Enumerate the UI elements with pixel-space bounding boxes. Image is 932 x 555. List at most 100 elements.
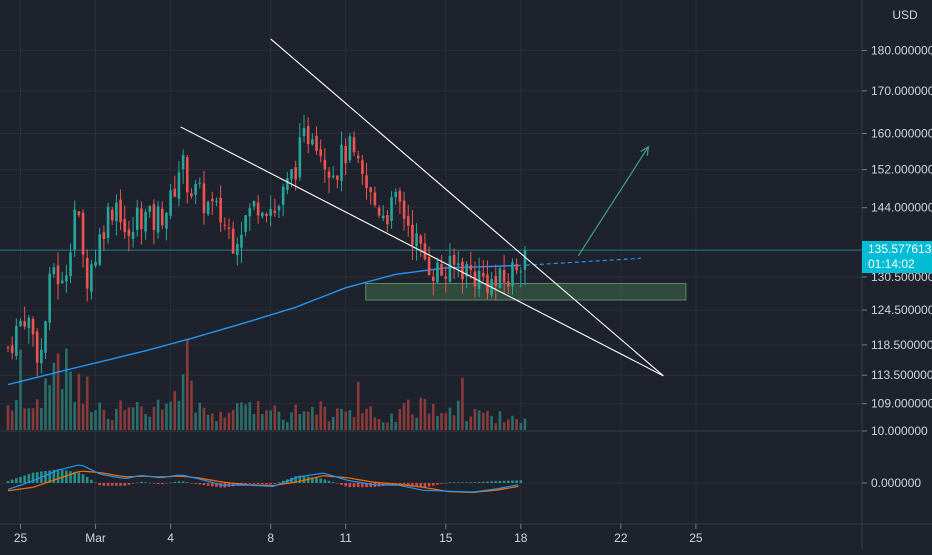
histogram-bar (269, 483, 272, 485)
wedge-lower-line (180, 126, 664, 377)
histogram-bar (465, 482, 468, 483)
candle-body (344, 146, 347, 164)
histogram-bar (48, 470, 51, 483)
volume-bar (277, 411, 281, 430)
candle-body (27, 317, 31, 329)
volume-bar (394, 421, 398, 430)
volume-bar (223, 417, 227, 430)
candle-body (436, 262, 439, 283)
candle-body (236, 244, 239, 256)
candle-body (398, 190, 402, 202)
candle-body (90, 264, 93, 292)
volume-bar (481, 412, 485, 430)
histogram-bar (281, 480, 285, 483)
histogram-bar (515, 480, 518, 483)
time-tick-label: 25 (14, 531, 28, 545)
price-tick-label: 118.500000 (871, 338, 932, 352)
candle-body (515, 264, 518, 271)
candle-body (386, 215, 389, 225)
projection-arrow-head (640, 145, 650, 156)
histogram-bar (348, 483, 352, 488)
histogram-bar (423, 483, 427, 488)
volume-bar (231, 410, 235, 430)
volume-bar (365, 408, 368, 430)
volume-bar (473, 408, 477, 430)
volume-bar (15, 400, 18, 430)
histogram-bar (173, 481, 177, 483)
time-tick-label: 18 (514, 531, 528, 545)
candle-body (406, 216, 410, 226)
candle-body (415, 233, 418, 247)
volume-bar (452, 415, 456, 430)
volume-bar (256, 401, 260, 430)
histogram-bar (144, 482, 147, 483)
volume-bar (152, 406, 156, 430)
histogram-bar (406, 483, 410, 486)
candle-body (286, 178, 289, 190)
histogram-bar (127, 483, 131, 485)
bar-countdown: 01:14:02 (868, 257, 915, 271)
candle-body (507, 281, 510, 287)
volume-bar (202, 407, 206, 430)
volume-bar (210, 413, 214, 430)
volume-bar (336, 408, 339, 430)
candle-body (377, 207, 381, 216)
volume-bar (386, 422, 389, 430)
histogram-bar (152, 483, 156, 484)
volume-bar (65, 348, 68, 430)
candle-body (248, 207, 252, 217)
volume-bar (144, 414, 147, 430)
volume-bar (98, 402, 102, 430)
volume-bar (90, 412, 93, 430)
histogram-bar (15, 478, 18, 483)
histogram-bar (119, 483, 122, 486)
candle-body (60, 280, 64, 284)
candle-body (206, 201, 210, 215)
histogram-bar (236, 483, 239, 486)
candle-body (298, 137, 302, 178)
price-tick-label: 160.000000 (871, 127, 932, 141)
volume-bar (306, 411, 310, 430)
volume-bar (73, 401, 76, 430)
candle-body (140, 208, 143, 230)
candle-body (110, 209, 114, 221)
volume-bar (135, 401, 139, 430)
volume-bar (244, 404, 247, 430)
volume-bar (469, 416, 473, 430)
histogram-bar (56, 469, 60, 483)
candle-body (373, 192, 377, 206)
moving-average-layer (7, 257, 641, 386)
candle-body (131, 231, 135, 239)
histogram-bar (461, 482, 464, 483)
volume-bar (248, 402, 252, 430)
volume-bar (331, 416, 335, 430)
histogram-bar (448, 482, 452, 483)
candle-body (35, 331, 39, 363)
candle-body (185, 157, 189, 193)
candle-body (519, 271, 523, 273)
volume-bar (436, 415, 439, 430)
candle-body (323, 159, 327, 170)
candle-body (381, 215, 385, 219)
histogram-bar (102, 483, 106, 486)
candle-body (194, 184, 197, 195)
histogram-bar (85, 477, 89, 483)
candle-body (294, 167, 297, 180)
volume-bar (19, 349, 22, 430)
histogram-bar (69, 471, 72, 483)
candle-body (440, 263, 443, 276)
candle-body (502, 269, 506, 283)
volume-bar (131, 407, 135, 430)
candle-body (311, 139, 314, 145)
histogram-bar (198, 483, 202, 485)
histogram-bar (498, 480, 502, 483)
volume-bar (60, 389, 64, 430)
histogram-bar (411, 483, 414, 487)
histogram-bar (261, 483, 264, 485)
time-tick-label: 8 (267, 531, 274, 545)
candle-body (106, 206, 110, 239)
volume-bar (69, 371, 72, 430)
volume-bar (381, 422, 385, 430)
